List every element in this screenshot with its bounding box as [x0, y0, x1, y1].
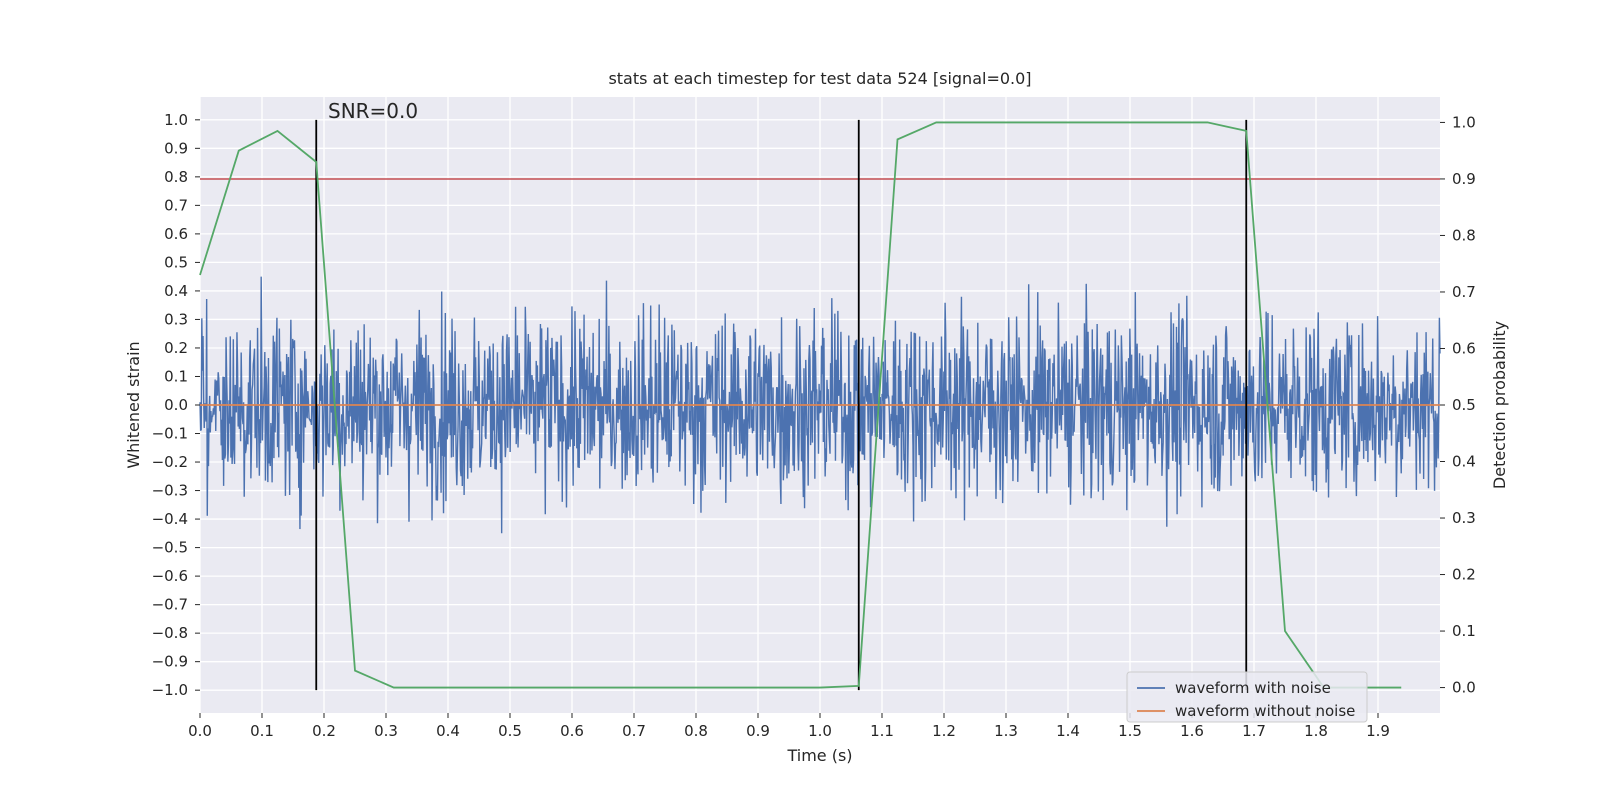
y-tick-label-left: 0.3 — [164, 310, 188, 328]
legend: waveform with noise waveform without noi… — [1126, 671, 1368, 723]
y-tick-label-left: 0.0 — [164, 396, 188, 414]
y-tick-label-right: 1.0 — [1452, 113, 1476, 131]
y-tick-label-left: 1.0 — [164, 111, 188, 129]
y-tick-label-left: 0.4 — [164, 282, 188, 300]
series-detection-probability — [199, 121, 1402, 689]
y-tick-label-left: −0.1 — [152, 425, 188, 443]
x-tick-label: 1.4 — [1056, 722, 1080, 740]
y-tick-label-left: −0.8 — [152, 624, 188, 642]
tick-labels: 0.0 0.1 0.2 0.3 0.4 0.5 0.6 0.7 0.8 0.9 1.0 1.1 1.2 1… — [152, 111, 1476, 740]
x-tick-label: 0.3 — [374, 722, 398, 740]
legend-label-waveform-without-noise: waveform without noise — [1175, 702, 1355, 720]
y-tick-label-right: 0.4 — [1452, 453, 1476, 471]
y-tick-label-left: 0.1 — [164, 367, 188, 385]
y-tick-label-left: −0.9 — [152, 653, 188, 671]
y-tick-label-right: 0.0 — [1452, 679, 1476, 697]
y-tick-label-right: 0.5 — [1452, 396, 1476, 414]
y-tick-label-right: 0.2 — [1452, 566, 1476, 584]
y-tick-label-left: −0.4 — [152, 510, 188, 528]
y-tick-label-right: 0.9 — [1452, 170, 1476, 188]
probability-trace — [199, 121, 1402, 689]
y-tick-label-left: −0.6 — [152, 567, 188, 585]
y-tick-label-right: 0.8 — [1452, 226, 1476, 244]
x-tick-label: 1.5 — [1118, 722, 1142, 740]
x-tick-label: 1.9 — [1366, 722, 1390, 740]
y-tick-label-left: 0.2 — [164, 339, 188, 357]
y-tick-label-left: 0.8 — [164, 168, 188, 186]
legend-box — [1126, 671, 1368, 723]
y-tick-label-right: 0.6 — [1452, 339, 1476, 357]
chart-title: stats at each timestep for test data 524… — [608, 69, 1031, 88]
y-axis-label-left: Whitened strain — [124, 341, 143, 468]
snr-annotation: SNR=0.0 — [328, 99, 418, 123]
x-tick-label: 0.4 — [436, 722, 460, 740]
y-tick-label-right: 0.3 — [1452, 509, 1476, 527]
x-tick-label: 1.3 — [994, 722, 1018, 740]
y-tick-label-left: 0.7 — [164, 196, 188, 214]
x-tick-label: 0.5 — [498, 722, 522, 740]
x-tick-label: 1.7 — [1242, 722, 1266, 740]
y-axis-label-right: Detection probability — [1490, 321, 1509, 489]
marker-lines — [315, 119, 1248, 691]
y-tick-label-left: −0.2 — [152, 453, 188, 471]
series-waveform-with-noise — [199, 276, 1441, 534]
x-tick-label: 0.1 — [250, 722, 274, 740]
x-tick-label: 1.0 — [808, 722, 832, 740]
x-tick-label: 1.2 — [932, 722, 956, 740]
legend-label-waveform-with-noise: waveform with noise — [1175, 679, 1331, 697]
x-tick-label: 0.9 — [746, 722, 770, 740]
y-tick-label-left: −1.0 — [152, 681, 188, 699]
y-tick-label-right: 0.1 — [1452, 622, 1476, 640]
x-tick-label: 1.1 — [870, 722, 894, 740]
y-tick-label-left: 0.9 — [164, 139, 188, 157]
y-tick-label-left: −0.5 — [152, 539, 188, 557]
y-tick-label-left: −0.3 — [152, 482, 188, 500]
x-axis-label: Time (s) — [786, 746, 852, 765]
x-tick-label: 1.6 — [1180, 722, 1204, 740]
y-tick-label-left: 0.6 — [164, 225, 188, 243]
noise-trace — [199, 276, 1441, 534]
x-tick-label: 0.7 — [622, 722, 646, 740]
x-tick-label: 0.8 — [684, 722, 708, 740]
x-tick-label: 0.0 — [188, 722, 212, 740]
y-tick-label-right: 0.7 — [1452, 283, 1476, 301]
y-tick-label-left: −0.7 — [152, 596, 188, 614]
y-tick-label-left: 0.5 — [164, 253, 188, 271]
x-tick-label: 0.2 — [312, 722, 336, 740]
x-tick-label: 0.6 — [560, 722, 584, 740]
x-tick-label: 1.8 — [1304, 722, 1328, 740]
